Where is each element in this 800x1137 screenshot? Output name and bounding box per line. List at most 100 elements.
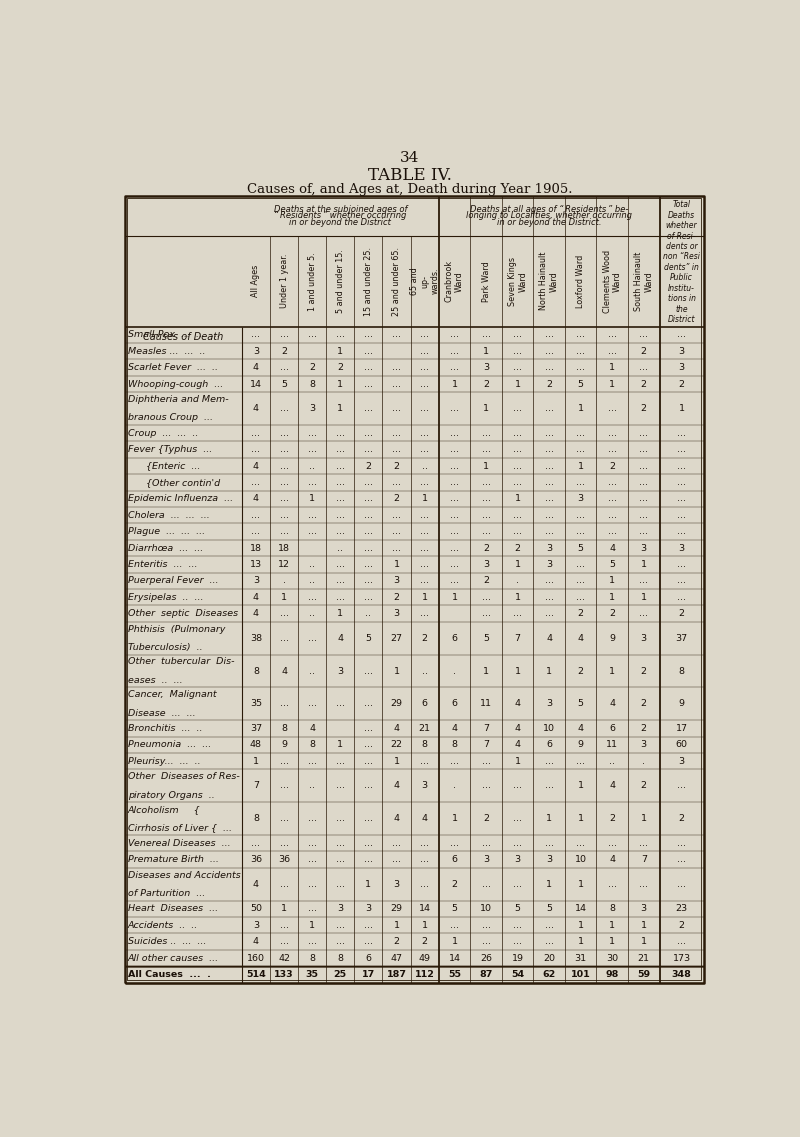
Text: dents or: dents or: [666, 242, 698, 251]
Text: ...: ...: [513, 462, 522, 471]
Text: ...: ...: [482, 446, 490, 454]
Text: ...: ...: [513, 528, 522, 537]
Text: ...: ...: [513, 921, 522, 930]
Text: 3: 3: [309, 404, 315, 413]
Text: Small-Pox  ...  ...  ...: Small-Pox ... ... ...: [128, 331, 220, 339]
Text: 1 and under 5.: 1 and under 5.: [308, 251, 317, 310]
Text: 1: 1: [641, 814, 646, 823]
Text: ...: ...: [308, 937, 317, 946]
Text: Public: Public: [670, 273, 693, 282]
Text: ...: ...: [364, 331, 373, 339]
Text: ...: ...: [279, 757, 289, 765]
Text: ...: ...: [420, 528, 429, 537]
Text: 3: 3: [514, 855, 521, 864]
Text: 1: 1: [309, 921, 315, 930]
Text: ...: ...: [576, 363, 585, 372]
Text: District: District: [668, 315, 695, 324]
Text: ...: ...: [482, 609, 490, 619]
Text: ...: ...: [450, 478, 459, 487]
Text: 1: 1: [422, 592, 428, 601]
Text: 2: 2: [641, 380, 646, 389]
Text: 1: 1: [578, 937, 584, 946]
Text: ...: ...: [576, 331, 585, 339]
Text: ...: ...: [420, 543, 429, 553]
Text: ...: ...: [677, 478, 686, 487]
Text: ...: ...: [513, 511, 522, 520]
Text: 3: 3: [546, 559, 552, 568]
Text: ...: ...: [608, 839, 617, 848]
Text: 14: 14: [418, 904, 430, 913]
Text: ...: ...: [513, 937, 522, 946]
Text: 133: 133: [274, 970, 294, 979]
Text: Diarrhœa  ...  ...: Diarrhœa ... ...: [128, 543, 203, 553]
Text: ...: ...: [450, 404, 459, 413]
Text: 26: 26: [480, 954, 492, 963]
Text: 2: 2: [546, 380, 552, 389]
Text: Alcoholism     {: Alcoholism {: [128, 805, 201, 814]
Text: 17: 17: [362, 970, 375, 979]
Text: ...: ...: [364, 937, 373, 946]
Text: 8: 8: [610, 904, 615, 913]
Text: ...: ...: [392, 446, 401, 454]
Text: 2: 2: [422, 633, 428, 642]
Text: 23: 23: [675, 904, 688, 913]
Text: ..: ..: [338, 543, 343, 553]
Text: 1: 1: [483, 404, 489, 413]
Text: ...: ...: [392, 511, 401, 520]
Text: Puerperal Fever  ...: Puerperal Fever ...: [128, 576, 218, 586]
Text: ...: ...: [336, 429, 345, 438]
Text: 3: 3: [546, 699, 552, 708]
Text: 98: 98: [606, 970, 619, 979]
Text: 38: 38: [250, 633, 262, 642]
Text: ...: ...: [420, 559, 429, 568]
Text: 348: 348: [672, 970, 691, 979]
Text: ...: ...: [336, 781, 345, 790]
Text: Heart  Diseases  ...: Heart Diseases ...: [128, 904, 218, 913]
Text: 1: 1: [546, 666, 552, 675]
Text: 8: 8: [422, 740, 428, 749]
Text: Diphtheria and Mem-: Diphtheria and Mem-: [128, 395, 229, 404]
Text: ...: ...: [677, 495, 686, 504]
Text: ...: ...: [336, 576, 345, 586]
Text: Cholera  ...  ...  ...: Cholera ... ... ...: [128, 511, 210, 520]
Text: 6: 6: [366, 954, 371, 963]
Text: ...: ...: [450, 331, 459, 339]
Text: ...: ...: [336, 757, 345, 765]
Text: 6: 6: [610, 724, 615, 733]
Text: 8: 8: [338, 954, 343, 963]
Text: 2: 2: [483, 543, 489, 553]
Text: 2: 2: [281, 347, 287, 356]
Text: 3: 3: [253, 347, 259, 356]
Text: 2: 2: [451, 880, 458, 889]
Text: ...: ...: [251, 429, 260, 438]
Text: 8: 8: [309, 740, 315, 749]
Text: 4: 4: [514, 740, 521, 749]
Text: Cancer,  Malignant: Cancer, Malignant: [128, 690, 217, 699]
Text: 2: 2: [641, 666, 646, 675]
Text: 3: 3: [483, 855, 489, 864]
Text: ...: ...: [513, 814, 522, 823]
Text: 65 and
up-
wards.: 65 and up- wards.: [410, 267, 439, 296]
Text: ...: ...: [392, 855, 401, 864]
Text: ..: ..: [366, 609, 371, 619]
Text: 1: 1: [610, 363, 615, 372]
Text: 3: 3: [394, 880, 399, 889]
Text: 2: 2: [483, 576, 489, 586]
Text: 1: 1: [451, 814, 458, 823]
Text: ...: ...: [364, 347, 373, 356]
Text: ...: ...: [677, 855, 686, 864]
Text: 1: 1: [394, 921, 399, 930]
Text: 1: 1: [338, 380, 343, 389]
Text: ...: ...: [364, 495, 373, 504]
Text: 3: 3: [578, 495, 584, 504]
Text: ...: ...: [545, 781, 554, 790]
Text: 160: 160: [247, 954, 265, 963]
Text: ...: ...: [392, 543, 401, 553]
Text: 10: 10: [543, 724, 555, 733]
Text: 5 and under 15.: 5 and under 15.: [336, 249, 345, 313]
Text: ...: ...: [364, 699, 373, 708]
Text: ...: ...: [608, 446, 617, 454]
Text: ...: ...: [336, 937, 345, 946]
Text: 2: 2: [610, 609, 615, 619]
Text: 3: 3: [366, 904, 371, 913]
